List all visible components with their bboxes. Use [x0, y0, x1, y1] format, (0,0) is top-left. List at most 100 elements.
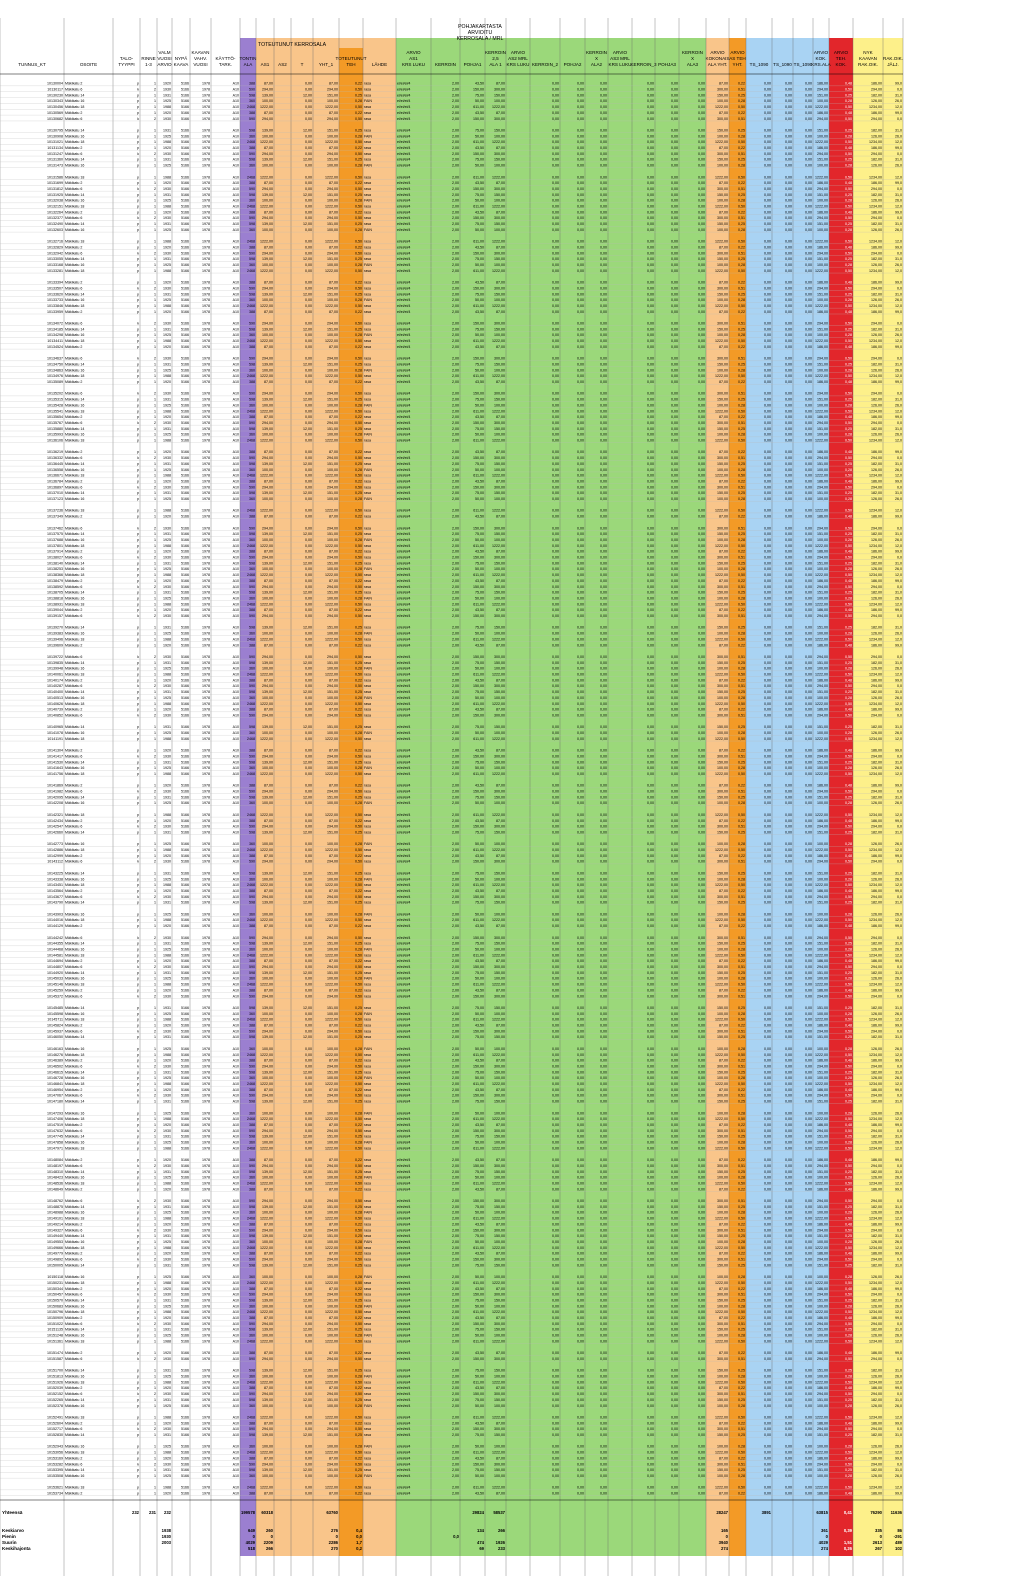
column-header-kerroin_x3: ALA3	[687, 62, 699, 67]
cell-kerroin_x2: 0,00	[600, 936, 607, 940]
cell-arvio_kokonais: 300,00	[717, 754, 728, 758]
cell-ts_3: 0,00	[805, 368, 812, 372]
cell-yht: 87,00	[329, 450, 338, 454]
cell-kaavan: 1978	[202, 210, 210, 214]
cell-arvio_kokonais: 100,00	[717, 977, 728, 981]
cell-arvio_kok: 1222,00	[815, 105, 828, 109]
cell-kerroin_a: 2,00	[452, 111, 459, 115]
cell-pohja1: 75,00	[475, 491, 484, 495]
cell-kerroin_x: 100,00	[494, 801, 505, 805]
cell-rinne: 1	[154, 304, 156, 308]
cell-kerroin_x: 100,00	[494, 632, 505, 636]
cell-kerroin_x3: 0,00	[698, 947, 705, 951]
cell-arvio_kokonais: 150,00	[717, 257, 728, 261]
cell-ts_2: 0,00	[785, 790, 792, 794]
cell-arvio_as1: ei/ei/ei/4	[397, 111, 410, 115]
cell-yht: 294,00	[327, 585, 338, 589]
cell-kerroin_x: 100,00	[494, 912, 505, 916]
cell-pohja3: 0,00	[671, 842, 678, 846]
cell-kerroin_x3: 0,00	[698, 801, 705, 805]
cell-arvio_kok: 1222,00	[815, 240, 828, 244]
cell-kerroin_3: 0,00	[647, 825, 654, 829]
cell-nypa: 5166	[181, 205, 189, 209]
cell-ts_1: 0,00	[764, 637, 771, 641]
cell-lahde: rasa	[364, 216, 371, 220]
cell-kerroin_3: 0,00	[647, 1012, 654, 1016]
cell-kerroin_2: 0,00	[552, 760, 559, 764]
cell-lahde: rasa	[364, 591, 371, 595]
cell-arvio_as1: ei/ei/ei/4	[397, 497, 410, 501]
cell-osoite: Mäkikatu 18	[65, 140, 84, 144]
cell-pohja2: 0,00	[577, 737, 584, 741]
cell-rak_oik: 26,0	[895, 977, 902, 981]
cell-arvio_as1: ei/ei/ei/4	[397, 427, 410, 431]
cell-kerroin_x3: 0,00	[698, 696, 705, 700]
cell-kerroin_2: 0,00	[552, 526, 559, 530]
cell-ts_2: 0,00	[785, 965, 792, 969]
cell-kerroin_x2: 0,00	[600, 912, 607, 916]
cell-nyk_kaavan: 1234,00	[869, 205, 882, 209]
cell-kerroin_x3: 0,00	[698, 889, 705, 893]
cell-tontin: 598	[249, 222, 255, 226]
cell-arvio_kokonais: 87,00	[719, 678, 728, 682]
cell-nyk_kaavan: 182,00	[871, 491, 882, 495]
cell-tontin: 360	[249, 99, 255, 103]
cell-kerroin_x: 87,00	[496, 608, 505, 612]
cell-rak_oik: 99,0	[895, 450, 902, 454]
cell-valm: 1925	[163, 766, 171, 770]
cell-yht: 151,00	[327, 222, 338, 226]
cell-t: 0,00	[305, 544, 312, 548]
cell-kerroin_x: 87,00	[496, 415, 505, 419]
cell-tunnus: 10145146	[47, 983, 63, 987]
cell-kerroin_a: 2,00	[452, 374, 459, 378]
cell-nypa: 5166	[181, 497, 189, 501]
cell-kerroin_x3: 0,00	[698, 1018, 705, 1022]
cell-arvio_as1: ei/ei/ei/4	[397, 456, 410, 460]
cell-t: 0,00	[305, 655, 312, 659]
cell-yht: 294,00	[327, 936, 338, 940]
cell-pohja3: 0,00	[671, 187, 678, 191]
cell-pohja1: 150,00	[473, 187, 484, 191]
cell-ts_3: 0,00	[805, 152, 812, 156]
cell-kerroin_a: 2,00	[452, 485, 459, 489]
cell-nyk_kaavan: 1234,00	[869, 573, 882, 577]
cell-tontin: 360	[249, 298, 255, 302]
cell-osoite: Mäkikatu 14	[65, 462, 84, 466]
cell-kerroin_x3: 0,00	[698, 1006, 705, 1010]
cell-kerroin_3: 0,00	[647, 187, 654, 191]
cell-pohja2: 0,00	[577, 1035, 584, 1039]
cell-tontin: 598	[249, 93, 255, 97]
cell-ts_2: 0,00	[785, 1024, 792, 1028]
cell-nypa: 5166	[181, 918, 189, 922]
cell-as1: 100,00	[262, 263, 273, 267]
cell-kaytto: A10	[233, 175, 239, 179]
cell-rinne: 1	[154, 193, 156, 197]
cell-osoite: Mäkikatu 6	[65, 251, 82, 255]
cell-ts_2: 0,00	[785, 830, 792, 834]
cell-kerroin_3: 0,00	[647, 550, 654, 554]
cell-kaavan: 1978	[202, 240, 210, 244]
cell-valm: 1988	[163, 269, 171, 273]
cell-tontin: 2468	[247, 205, 255, 209]
cell-arvio_as_teh: 0,28	[738, 912, 745, 916]
cell-nyk_kaavan: 294,00	[871, 556, 882, 560]
cell-ts_3: 0,00	[805, 134, 812, 138]
cell-kaavan: 1978	[202, 790, 210, 794]
cell-yht: 100,00	[327, 433, 338, 437]
cell-talotyyppi: p	[137, 292, 139, 296]
cell-kerroin_x3: 0,00	[698, 333, 705, 337]
cell-toteutunut_teh: 0,50	[355, 322, 362, 326]
cell-pohja3: 0,00	[671, 947, 678, 951]
cell-kaavan: 1978	[202, 140, 210, 144]
cell-tunnus: 10132829	[47, 245, 63, 249]
cell-talotyyppi: p	[137, 977, 139, 981]
cell-toteutunut_teh: 0,28	[355, 731, 362, 735]
cell-kaavan: 1978	[202, 895, 210, 899]
column-header-kerroin_x2: ALA2	[591, 62, 603, 67]
cell-toteutunut_teh: 0,22	[355, 608, 362, 612]
cell-kerroin_x: 87,00	[496, 515, 505, 519]
cell-kerroin_x: 300,00	[494, 485, 505, 489]
cell-ts_1: 0,00	[764, 749, 771, 753]
cell-rinne: 1	[154, 532, 156, 536]
cell-ts_3: 0,00	[805, 240, 812, 244]
